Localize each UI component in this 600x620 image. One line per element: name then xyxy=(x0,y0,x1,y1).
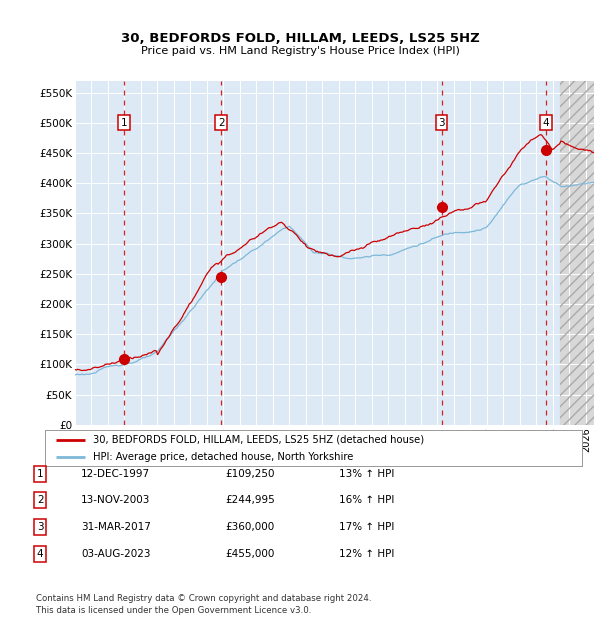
Text: Contains HM Land Registry data © Crown copyright and database right 2024.
This d: Contains HM Land Registry data © Crown c… xyxy=(36,594,371,615)
Text: 03-AUG-2023: 03-AUG-2023 xyxy=(81,549,151,559)
Text: £109,250: £109,250 xyxy=(225,469,275,479)
Text: £244,995: £244,995 xyxy=(225,495,275,505)
Text: 13% ↑ HPI: 13% ↑ HPI xyxy=(339,469,394,479)
Text: 12-DEC-1997: 12-DEC-1997 xyxy=(81,469,150,479)
Text: 30, BEDFORDS FOLD, HILLAM, LEEDS, LS25 5HZ (detached house): 30, BEDFORDS FOLD, HILLAM, LEEDS, LS25 5… xyxy=(94,435,424,445)
Text: £455,000: £455,000 xyxy=(225,549,274,559)
Text: 31-MAR-2017: 31-MAR-2017 xyxy=(81,522,151,532)
Text: 1: 1 xyxy=(37,469,44,479)
Bar xyxy=(560,81,594,425)
Text: Price paid vs. HM Land Registry's House Price Index (HPI): Price paid vs. HM Land Registry's House … xyxy=(140,46,460,56)
Text: 2: 2 xyxy=(218,118,224,128)
Text: 4: 4 xyxy=(37,549,44,559)
Text: 1: 1 xyxy=(121,118,127,128)
Text: 30, BEDFORDS FOLD, HILLAM, LEEDS, LS25 5HZ: 30, BEDFORDS FOLD, HILLAM, LEEDS, LS25 5… xyxy=(121,32,479,45)
Text: 2: 2 xyxy=(37,495,44,505)
Text: 3: 3 xyxy=(438,118,445,128)
Text: 13-NOV-2003: 13-NOV-2003 xyxy=(81,495,151,505)
Text: HPI: Average price, detached house, North Yorkshire: HPI: Average price, detached house, Nort… xyxy=(94,451,354,461)
Text: 4: 4 xyxy=(542,118,550,128)
Text: £360,000: £360,000 xyxy=(225,522,274,532)
Text: 12% ↑ HPI: 12% ↑ HPI xyxy=(339,549,394,559)
Bar xyxy=(560,81,594,425)
Text: 16% ↑ HPI: 16% ↑ HPI xyxy=(339,495,394,505)
Text: 3: 3 xyxy=(37,522,44,532)
Text: 17% ↑ HPI: 17% ↑ HPI xyxy=(339,522,394,532)
